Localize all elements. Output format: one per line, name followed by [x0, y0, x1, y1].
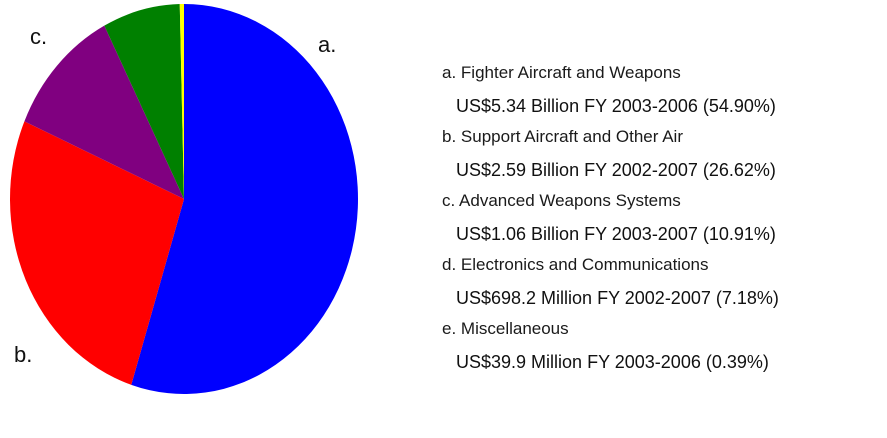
legend-period: FY 2003-2006: [587, 352, 701, 372]
legend-letter: e.: [442, 319, 457, 338]
legend: a. Fighter Aircraft and Weapons US$5.34 …: [442, 62, 882, 382]
legend-label: Advanced Weapons Systems: [459, 191, 681, 210]
pie-slice-d: [104, 4, 184, 200]
pie-slice-e: [179, 4, 184, 199]
legend-letter: c.: [442, 191, 456, 210]
pie-label-a: a.: [318, 32, 336, 57]
pie-label-c: c.: [30, 24, 47, 49]
legend-label: Fighter Aircraft and Weapons: [460, 63, 681, 82]
legend-letter: a.: [442, 63, 457, 82]
legend-amount: US$39.9 Million: [456, 352, 583, 372]
legend-label: Support Aircraft and Other Air: [460, 127, 683, 146]
pie-slice-a: [131, 4, 359, 394]
legend-amount: US$1.06 Billion: [456, 224, 580, 244]
legend-period: FY 2003-2007: [584, 224, 698, 244]
legend-letter: d.: [442, 255, 457, 274]
legend-item-e: e. Miscellaneous US$39.9 Million FY 2003…: [442, 318, 882, 382]
legend-period: FY 2002-2007: [597, 288, 711, 308]
pie-slice-c: [24, 25, 185, 199]
pie-slices: [10, 4, 359, 394]
legend-percent: (7.18%): [715, 288, 779, 308]
legend-amount: US$5.34 Billion: [456, 96, 580, 116]
legend-period: FY 2002-2007: [584, 160, 698, 180]
legend-period: FY 2003-2006: [584, 96, 698, 116]
legend-item-a: a. Fighter Aircraft and Weapons US$5.34 …: [442, 62, 882, 126]
legend-letter: b.: [442, 127, 457, 146]
legend-amount: US$698.2 Million: [456, 288, 593, 308]
legend-item-b: b. Support Aircraft and Other Air US$2.5…: [442, 126, 882, 190]
pie-chart: a. b. c.: [10, 4, 359, 394]
legend-percent: (26.62%): [702, 160, 776, 180]
legend-label: Electronics and Communications: [460, 255, 709, 274]
legend-percent: (10.91%): [702, 224, 776, 244]
pie-slice-b: [10, 121, 185, 385]
legend-percent: (0.39%): [705, 352, 769, 372]
legend-item-c: c. Advanced Weapons Systems US$1.06 Bill…: [442, 190, 882, 254]
legend-label: Miscellaneous: [460, 319, 569, 338]
legend-amount: US$2.59 Billion: [456, 160, 580, 180]
legend-item-d: d. Electronics and Communications US$698…: [442, 254, 882, 318]
pie-label-b: b.: [14, 342, 32, 367]
legend-percent: (54.90%): [702, 96, 776, 116]
